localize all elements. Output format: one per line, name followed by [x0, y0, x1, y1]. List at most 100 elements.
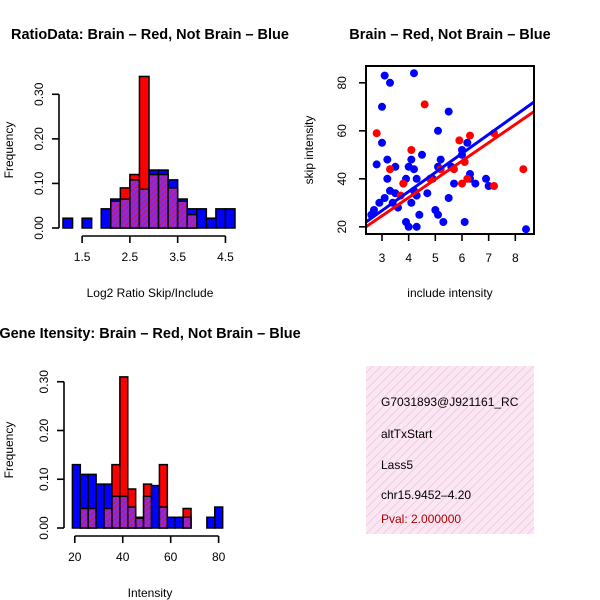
info-background [366, 366, 534, 534]
scatter-point [407, 198, 416, 207]
scatter-point [383, 155, 392, 164]
scatter-point [436, 155, 445, 164]
scatter-point [455, 136, 464, 145]
x-tick-label: 80 [212, 550, 226, 564]
histogram-overlap-bar [111, 495, 121, 529]
scatter-point [463, 174, 472, 183]
x-tick-label: 20 [68, 550, 82, 564]
histogram-bar [174, 516, 184, 529]
scatter-point [522, 225, 530, 234]
histogram-overlap-bar [142, 495, 153, 529]
scatter-point [434, 126, 442, 135]
scatter-ylabel: skip intensity [302, 116, 316, 185]
x-tick-label: 2.5 [122, 250, 139, 264]
histogram-bar [166, 516, 176, 529]
scatter-point [519, 165, 528, 174]
histogram-overlap-bar [182, 516, 192, 529]
scatter-point [460, 218, 469, 226]
x-tick-label: 5 [432, 251, 439, 265]
histogram-overlap-bar [138, 188, 150, 229]
scatter-point [490, 182, 498, 190]
histogram-overlap-bar [167, 187, 179, 229]
scatter-point [386, 78, 394, 87]
y-tick-label: 0.00 [37, 516, 51, 540]
scatter-point [458, 179, 466, 188]
scatter-points [366, 69, 534, 234]
scatter-point [463, 138, 472, 147]
histogram-bar [214, 506, 224, 529]
scatter-point [378, 138, 386, 147]
histogram-bar [224, 208, 236, 229]
scatter-point [471, 179, 480, 188]
histogram-overlap-bar [119, 198, 131, 229]
y-tick-label: 0.10 [32, 171, 46, 195]
histogram-overlap-bar [176, 200, 188, 229]
scatter-point [386, 165, 394, 174]
location-text: chr15.9452–4.20 [381, 488, 471, 502]
histogram-bar [100, 208, 112, 229]
histogram-bar [205, 217, 217, 229]
scatter-point [410, 69, 418, 78]
scatter-point [439, 218, 448, 226]
scatter-axes: 3 4 5 6 7 8 20 40 60 80 [335, 65, 535, 265]
y-tick-label: 0.10 [37, 467, 51, 491]
scatter-point [407, 146, 416, 154]
ratio-histogram-panel: RatioData: Brain – Red, Not Brain – Blue… [2, 27, 289, 300]
histogram-bar [95, 483, 105, 529]
histogram-overlap-bar [148, 173, 160, 229]
histogram-overlap-bar [79, 507, 89, 529]
intensity-axes: 20 40 60 80 0.00 0.10 0.20 0.30 [37, 370, 226, 564]
scatter-point [380, 71, 389, 80]
probe-id-text: G7031893@J921161_RC [381, 395, 519, 409]
x-tick-label: 60 [164, 550, 178, 564]
histogram-overlap-bar [157, 173, 169, 229]
info-panel: G7031893@J921161_RC altTxStart Lass5 chr… [366, 366, 534, 534]
scatter-point [415, 210, 424, 219]
x-tick-label: 3.5 [169, 250, 186, 264]
y-tick-label: 40 [335, 172, 349, 186]
scatter-xlabel: include intensity [407, 286, 492, 300]
ratio-title: RatioData: Brain – Red, Not Brain – Blue [11, 27, 289, 43]
ratio-xlabel: Log2 Ratio Skip/Include [87, 286, 214, 300]
scatter-title: Brain – Red, Not Brain – Blue [349, 27, 550, 43]
scatter-point [372, 129, 381, 138]
histogram-bar [71, 463, 82, 529]
event-type-text: altTxStart [381, 427, 433, 441]
scatter-point [466, 131, 474, 140]
histogram-overlap-bar [87, 507, 97, 529]
regression-line [366, 110, 534, 229]
histogram-overlap-bar [186, 213, 198, 229]
histogram-overlap-bar [129, 179, 141, 229]
y-tick-label: 0.20 [37, 418, 51, 442]
scatter-point [378, 102, 386, 111]
scatter-point [450, 179, 458, 188]
scatter-point [372, 160, 381, 169]
scatter-point [444, 194, 453, 202]
x-tick-label: 4.5 [217, 250, 234, 264]
intensity-xlabel: Intensity [128, 586, 173, 600]
scatter-point [399, 179, 408, 188]
histogram-overlap-bar [158, 506, 169, 529]
scatter-point [380, 194, 389, 202]
x-tick-label: 6 [459, 251, 466, 265]
histogram-bar [150, 484, 161, 529]
x-tick-label: 40 [116, 550, 130, 564]
y-tick-label: 80 [335, 76, 349, 90]
x-tick-label: 4 [405, 251, 412, 265]
scatter-point [482, 174, 490, 183]
scatter-point [407, 155, 416, 164]
histogram-bar [62, 217, 74, 229]
scatter-point [423, 189, 432, 198]
regression-line [366, 100, 534, 224]
intensity-title: Gene Itensity: Brain – Red, Not Brain – … [0, 326, 301, 342]
intensity-ylabel: Frequency [2, 422, 16, 479]
ratio-ylabel: Frequency [2, 122, 16, 179]
histogram-overlap-bar [127, 506, 137, 529]
histogram-bar [81, 217, 93, 229]
scatter-point [404, 222, 413, 231]
scatter-point [375, 198, 384, 207]
scatter-point [420, 100, 429, 109]
histogram-overlap-bar [119, 495, 129, 529]
pval-text: Pval: 2.000000 [381, 512, 461, 526]
